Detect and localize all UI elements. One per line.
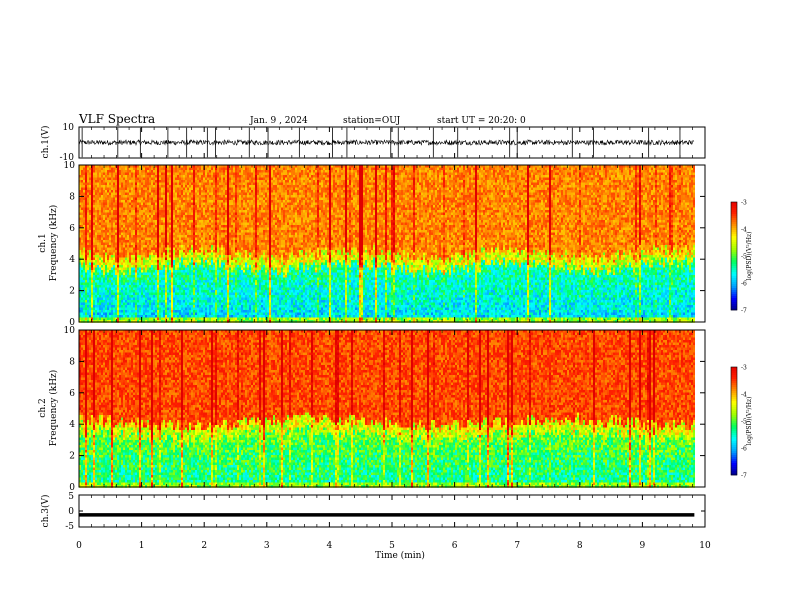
x-tick-label: 9 [640, 541, 646, 551]
ch3-ylabel: ch.3(V) [40, 495, 51, 528]
x-tick-label: 8 [577, 541, 583, 551]
ch2-spectrogram-ylabel-channel: ch.2 [38, 398, 48, 417]
start-time-label: start UT = 20:20: 0 [437, 116, 526, 126]
ch1-spectrogram-ytick-label: 8 [69, 192, 75, 202]
x-tick-label: 6 [452, 541, 458, 551]
time-axis-label: Time (min) [375, 550, 425, 561]
ch1-spectrogram-ytick-label: 10 [64, 161, 76, 171]
x-tick-label: 2 [201, 541, 207, 551]
ch1-ylabel: ch.1(V) [40, 126, 51, 159]
ch2-spectrogram-ylabel-frequency: Frequency (kHz) [48, 370, 59, 447]
ch2-spectrogram-ytick-label: 2 [69, 452, 75, 462]
ch1-colorbar-tick-label: -6 [741, 281, 747, 288]
ch3-ytick-middle: 0 [68, 507, 74, 517]
ch2-spectrogram-ytick-label: 6 [69, 389, 75, 399]
ch1-colorbar-tick-label: -7 [741, 308, 747, 315]
ch1-ytick-top: 10 [63, 123, 75, 133]
ch1-waveform-panel: 10 -10 ch.1(V) [40, 123, 705, 163]
x-tick-label: 3 [264, 541, 270, 551]
ch2-spectrogram-image [79, 330, 705, 488]
x-tick-label: 5 [389, 541, 395, 551]
ch1-colorbar-label: log(PSD)(V²/Hz) [746, 232, 753, 281]
figure-title: VLF Spectra [78, 112, 155, 126]
ch2-colorbar-tick-label: -6 [741, 446, 747, 453]
ch2-spectrogram-ytick-label: 8 [69, 357, 75, 367]
ch1-spectrogram-ytick-label: 2 [69, 287, 75, 297]
ch3-ytick-top: 5 [68, 492, 74, 502]
x-tick-label: 1 [139, 541, 145, 551]
ch2-colorbar-label: log(PSD)(V²/Hz) [746, 397, 753, 446]
x-tick-label: 4 [327, 541, 333, 551]
ch1-colorbar-tick-label: -3 [741, 200, 747, 207]
ch3-ytick-bottom: -5 [65, 522, 74, 532]
x-tick-label: 0 [76, 541, 82, 551]
ch2-spectrogram-ytick-label: 10 [64, 326, 76, 336]
x-tick-label: 10 [699, 541, 711, 551]
ch2-colorbar-tick-label: -7 [741, 473, 747, 480]
x-tick-label: 7 [514, 541, 520, 551]
ch1-spectrogram-ylabel-channel: ch.1 [38, 233, 48, 252]
ch1-spectrogram-ylabel-frequency: Frequency (kHz) [48, 205, 59, 282]
ch2-colorbar-tick-label: -3 [741, 365, 747, 372]
date-label: Jan. 9 , 2024 [249, 116, 308, 126]
ch3-level-panel: 0 5 -5 ch.3(V) [40, 492, 705, 532]
station-label: station=OUJ [343, 116, 401, 126]
ch2-spectrogram-ytick-label: 4 [69, 420, 75, 430]
ch1-spectrogram-ytick-label: 6 [69, 224, 75, 234]
ch1-spectrogram-image [79, 165, 705, 323]
ch1-spectrogram-ytick-label: 4 [69, 255, 75, 265]
